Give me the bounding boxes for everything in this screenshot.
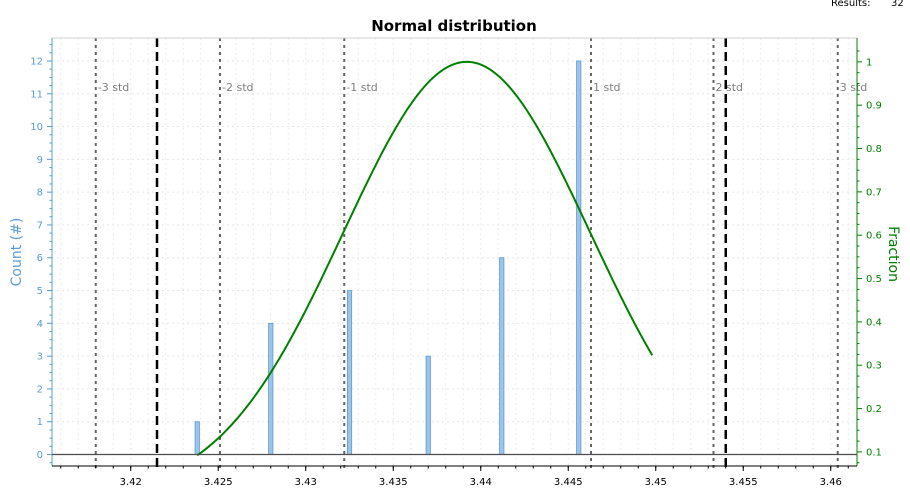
x-tick-label: 3.455 — [729, 477, 758, 488]
y-axis-title-left: Count (#) — [9, 218, 25, 287]
histogram-bar — [346, 290, 353, 455]
right-tick-label: 0.3 — [866, 361, 882, 372]
left-tick-label: 9 — [37, 155, 43, 166]
chart-title: Normal distribution — [371, 17, 537, 35]
results-value: 32 — [891, 0, 904, 9]
x-tick-label: 3.42 — [120, 477, 142, 488]
axes — [47, 37, 862, 471]
right-tick-label: 0.6 — [866, 231, 882, 242]
right-tick-label: 0.2 — [866, 404, 882, 415]
x-tick-label: 3.46 — [820, 477, 842, 488]
x-tick-label: 3.445 — [554, 477, 583, 488]
normal-curve-line — [196, 60, 654, 457]
left-tick-label: 2 — [37, 384, 43, 395]
y-axis-title-right: Fraction — [885, 226, 901, 282]
left-tick-label: 0 — [37, 450, 43, 461]
right-tick-label: 0.8 — [866, 144, 882, 155]
right-tick-label: 0.5 — [866, 274, 882, 285]
x-tick-label: 3.45 — [645, 477, 667, 488]
histogram-bar — [194, 421, 200, 455]
right-tick-label: 0.9 — [866, 101, 882, 112]
std-label: 1 std — [593, 81, 621, 94]
right-tick-label: 0.7 — [866, 187, 882, 198]
std-label: -2 std — [222, 81, 254, 94]
left-tick-label: 4 — [37, 319, 43, 330]
x-tick-label: 3.44 — [470, 477, 492, 488]
left-tick-label: 8 — [37, 188, 43, 199]
grid — [52, 38, 857, 466]
left-tick-label: 3 — [37, 352, 43, 363]
histogram-bar — [499, 257, 505, 455]
std-label: 2 std — [716, 81, 744, 94]
x-tick-label: 3.43 — [295, 477, 317, 488]
limit-lines — [155, 38, 727, 472]
right-tick-label: 0.4 — [866, 317, 882, 328]
left-tick-label: 7 — [37, 220, 43, 231]
right-tick-label: 1 — [866, 57, 872, 68]
right-tick-label: 0.1 — [866, 447, 882, 458]
x-tick-label: 3.425 — [204, 477, 233, 488]
std-lines: -3 std -2 std -1 std 1 std 2 std 3 std — [94, 38, 868, 470]
left-tick-label: 6 — [37, 253, 43, 264]
left-tick-label: 10 — [30, 122, 43, 133]
normal-curve — [196, 60, 654, 457]
results-label: Results: — [831, 0, 870, 9]
std-label: -3 std — [98, 81, 130, 94]
left-tick-label: 11 — [30, 89, 43, 100]
left-tick-label: 12 — [30, 56, 43, 67]
histogram-bar — [268, 322, 274, 455]
std-label: 3 std — [840, 81, 868, 94]
left-tick-label: 5 — [37, 286, 43, 297]
std-label: -1 std — [346, 81, 378, 94]
left-tick-label: 1 — [37, 417, 43, 428]
histogram-bar — [425, 355, 431, 455]
tick-labels: 01234567891011120.10.20.30.40.50.60.70.8… — [30, 56, 882, 488]
x-tick-label: 3.435 — [379, 477, 408, 488]
histogram-bar — [576, 60, 582, 455]
